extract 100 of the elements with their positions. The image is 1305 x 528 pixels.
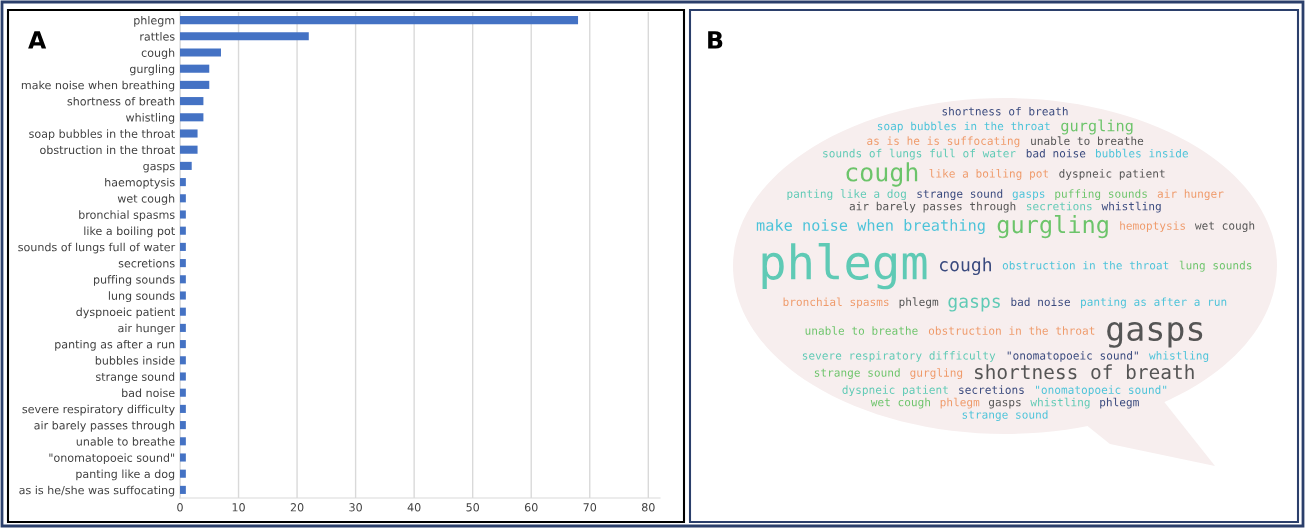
text: wet cough bbox=[1194, 221, 1255, 232]
text: "onomatopoeic sound" bbox=[1036, 385, 1167, 397]
x-tick-label: 70 bbox=[583, 503, 597, 512]
text: panting like a dog bbox=[787, 189, 906, 201]
bar bbox=[180, 161, 192, 170]
y-tick-label: dyspnoeic patient bbox=[76, 307, 175, 319]
text: bad noise bbox=[1011, 297, 1070, 307]
text: unable to breathe bbox=[805, 326, 918, 335]
bar bbox=[180, 210, 186, 219]
text: obstruction in the throat bbox=[928, 326, 1095, 335]
bar bbox=[180, 275, 186, 284]
bar bbox=[180, 129, 198, 138]
text: air hunger bbox=[1157, 189, 1224, 201]
text: soap bubbles in the throat bbox=[877, 121, 1050, 133]
text: hemoptysis bbox=[1120, 221, 1185, 232]
y-tick-label: unable to breathe bbox=[76, 437, 175, 446]
x-tick-label: 20 bbox=[290, 503, 304, 512]
y-tick-label: haemoptysis bbox=[105, 177, 175, 189]
y-tick-label: gasps bbox=[143, 163, 175, 173]
text: dyspneic patient bbox=[842, 385, 948, 397]
x-tick-label: 60 bbox=[524, 503, 538, 512]
bar bbox=[180, 194, 186, 203]
y-tick-label: panting like a dog bbox=[76, 469, 175, 481]
x-tick-label: 50 bbox=[466, 503, 480, 512]
bar bbox=[180, 372, 186, 381]
y-tick-label: whistling bbox=[125, 113, 175, 124]
bar bbox=[180, 48, 221, 57]
text: panting as after a run bbox=[1081, 297, 1227, 309]
text: shortness of breath bbox=[974, 364, 1194, 380]
text: shortness of breath bbox=[942, 106, 1068, 116]
bar bbox=[180, 64, 210, 73]
text: make noise when breathing bbox=[756, 219, 985, 235]
text: strange sound bbox=[917, 189, 1003, 201]
y-tick-label: bronchial spasms bbox=[79, 210, 175, 222]
bar bbox=[180, 145, 198, 154]
text: air barely passes through bbox=[849, 201, 1016, 213]
bar bbox=[180, 32, 309, 41]
text: whistling bbox=[1148, 351, 1209, 362]
x-tick-label: 0 bbox=[177, 503, 183, 512]
bar bbox=[180, 356, 186, 365]
text: secretions bbox=[1026, 201, 1092, 211]
text: gurgling bbox=[1061, 119, 1133, 135]
y-tick-label: secretions bbox=[118, 258, 175, 268]
text: whistling bbox=[1030, 397, 1090, 409]
text: gasps bbox=[1012, 191, 1045, 201]
text: gurgling bbox=[997, 215, 1108, 239]
y-tick-label: panting as after a run bbox=[55, 339, 175, 351]
text: gasps bbox=[948, 297, 1000, 312]
y-tick-label: rattles bbox=[140, 32, 175, 41]
text: strange sound bbox=[814, 368, 900, 379]
bar bbox=[180, 226, 186, 235]
y-tick-label: soap bubbles in the throat bbox=[29, 129, 175, 141]
bar bbox=[180, 113, 204, 122]
text: phlegm bbox=[899, 297, 939, 309]
bar bbox=[180, 340, 186, 349]
bar bbox=[180, 307, 186, 316]
text: phlegm bbox=[940, 397, 980, 409]
text: bubbles inside bbox=[1096, 148, 1188, 158]
text: as is he is suffocating bbox=[867, 136, 1020, 148]
x-tick-label: 80 bbox=[641, 503, 655, 512]
text: gasps bbox=[988, 399, 1021, 409]
text: lung sounds bbox=[1179, 260, 1252, 272]
bar bbox=[180, 291, 186, 300]
y-tick-label: cough bbox=[141, 48, 175, 60]
y-tick-label: shortness of breath bbox=[67, 96, 175, 106]
text: whistling bbox=[1101, 201, 1161, 213]
bar bbox=[180, 323, 186, 332]
x-tick-label: 40 bbox=[407, 503, 421, 512]
y-tick-label: obstruction in the throat bbox=[40, 145, 175, 155]
text: B bbox=[708, 31, 723, 49]
bar bbox=[180, 388, 186, 397]
y-tick-label: "onomatopoeic sound" bbox=[49, 453, 175, 465]
text: like a boiling pot bbox=[929, 169, 1049, 180]
text: cough bbox=[939, 257, 991, 276]
bar bbox=[180, 437, 186, 446]
bar bbox=[180, 80, 210, 89]
bar bbox=[180, 97, 204, 106]
bar bbox=[180, 469, 186, 478]
bar bbox=[180, 404, 186, 413]
text: bad noise bbox=[1026, 148, 1086, 158]
bar bbox=[180, 485, 186, 494]
y-tick-label: as is he/she was suffocating bbox=[19, 485, 175, 497]
y-tick-label: severe respiratory difficulty bbox=[22, 404, 175, 416]
bar bbox=[180, 421, 186, 430]
y-tick-label: air hunger bbox=[118, 323, 176, 335]
text: strange sound bbox=[962, 410, 1048, 421]
y-tick-label: puffing sounds bbox=[94, 275, 175, 286]
y-tick-label: air barely passes through bbox=[34, 420, 175, 432]
y-tick-label: gurgling bbox=[129, 64, 175, 76]
y-tick-label: like a boiling pot bbox=[84, 226, 175, 238]
text: gurgling bbox=[910, 368, 963, 380]
text: severe respiratory difficulty bbox=[802, 351, 996, 362]
bar bbox=[180, 16, 579, 25]
text: bronchial spasms bbox=[783, 297, 889, 309]
text: unable to breathe bbox=[1031, 136, 1144, 146]
text: "onomatopoeic sound" bbox=[1007, 351, 1138, 362]
bar bbox=[180, 453, 186, 462]
text: puffing sounds bbox=[1055, 189, 1147, 201]
text: gasps bbox=[1107, 321, 1203, 348]
x-tick-label: 10 bbox=[232, 503, 245, 512]
